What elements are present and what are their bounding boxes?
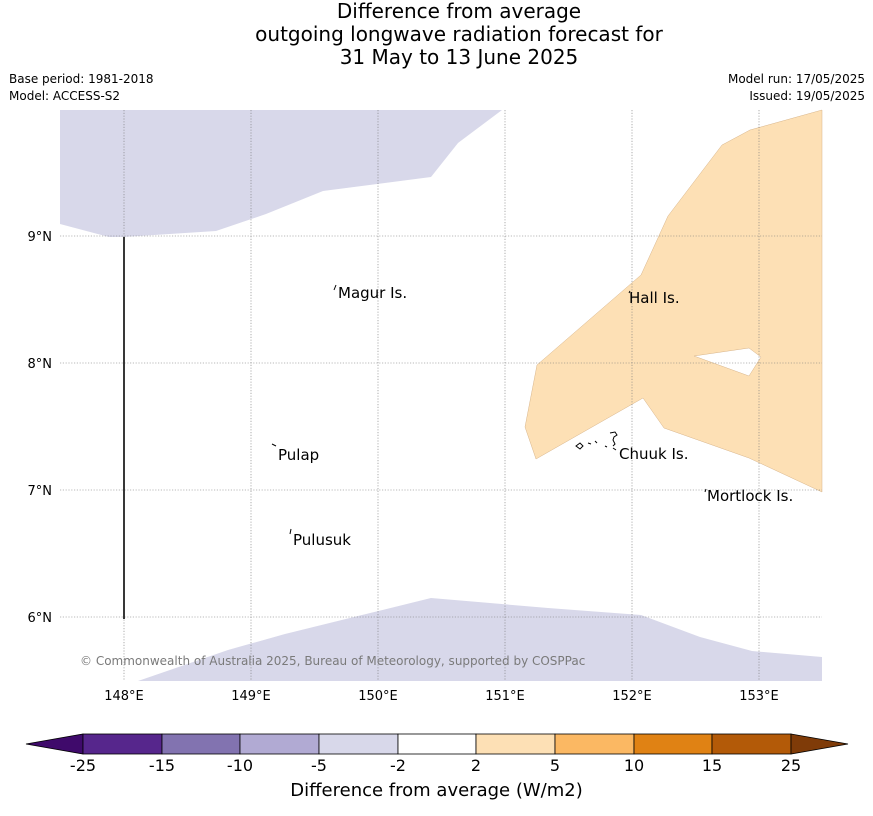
colorbar-tick: 2 [471,756,481,775]
meta-left: Base period: 1981-2018 Model: ACCESS-S2 [9,71,154,105]
lat-tick: 8°N [28,357,53,372]
place-label-hall: Hall Is. [629,289,680,307]
island-marks [271,284,707,535]
lon-tick: 151°E [485,689,525,704]
title-line-2: outgoing longwave radiation forecast for [255,22,663,46]
chart-title: Difference from average outgoing longwav… [0,0,873,69]
place-label-pulap: Pulap [278,446,319,464]
lon-tick: 150°E [358,689,398,704]
model-run: Model run: 17/05/2025 [727,72,865,86]
colorbar-tick: 15 [702,756,722,775]
colorbar-extend-high [790,733,849,755]
meta-right: Model run: 17/05/2025 Issued: 19/05/2025 [728,71,865,105]
lat-tick-labels: 9°N 8°N 7°N 6°N [28,230,53,626]
colorbar-tick: 10 [624,756,644,775]
base-period: Base period: 1981-2018 [9,72,154,86]
anomaly-region-north [60,110,502,237]
lon-tick-labels: 148°E 149°E 150°E 151°E 152°E 153°E [104,689,779,704]
place-label-mortlock: Mortlock Is. [707,487,793,505]
title-line-3: 31 May to 13 June 2025 [339,45,579,69]
colorbar-tick: 25 [781,756,801,775]
issued-date: Issued: 19/05/2025 [749,89,865,103]
place-label-chuuk: Chuuk Is. [619,445,688,463]
lat-tick: 7°N [28,484,53,499]
model-name: Model: ACCESS-S2 [9,89,121,103]
colorbar-segment [633,733,713,755]
title-line-1: Difference from average [336,0,582,23]
lon-tick: 152°E [612,689,652,704]
colorbar-label: Difference from average (W/m2) [290,780,583,801]
colorbar-tick: -2 [390,756,406,775]
lat-tick: 6°N [28,611,53,626]
lat-tick: 9°N [28,230,53,245]
colorbar-tick: -10 [227,756,253,775]
colorbar [25,733,849,755]
anomaly-region-east [524,109,823,493]
colorbar-tick: -25 [70,756,96,775]
place-label-pulusuk: Pulusuk [293,531,351,549]
place-label-magur: Magur Is. [338,284,407,302]
colorbar-tick: 5 [550,756,560,775]
colorbar-segment [711,733,792,755]
colorbar-segment [239,733,320,755]
lon-tick: 148°E [104,689,144,704]
map-area: Magur Is. Hall Is. Pulap Chuuk Is. Mortl… [60,109,823,681]
colorbar-segment [82,733,163,755]
anomaly-region-south [138,598,822,681]
copyright-notice: © Commonwealth of Australia 2025, Bureau… [80,654,585,668]
lon-tick: 153°E [739,689,779,704]
colorbar-segment [397,733,477,755]
colorbar-tick: -5 [311,756,327,775]
lon-tick: 149°E [231,689,271,704]
colorbar-tick-labels: -25 -15 -10 -5 -2 2 5 10 15 25 [70,756,801,775]
colorbar-segment [475,733,556,755]
gridlines [60,110,822,681]
colorbar-segment [318,733,399,755]
colorbar-segment [161,733,241,755]
colorbar-segment [554,733,635,755]
colorbar-extend-low [25,733,84,755]
colorbar-tick: -15 [149,756,175,775]
